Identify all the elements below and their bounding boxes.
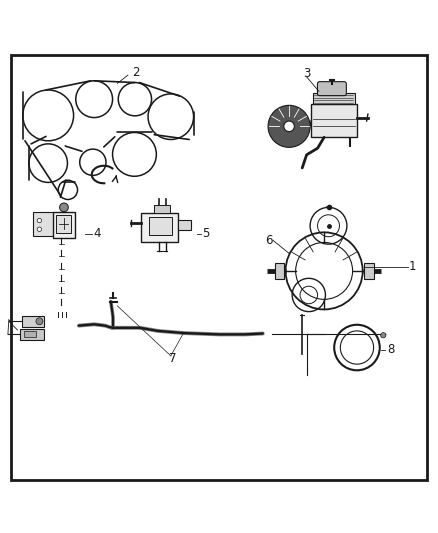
FancyBboxPatch shape bbox=[318, 82, 346, 96]
Text: 6: 6 bbox=[265, 233, 272, 247]
Bar bbox=[275, 263, 284, 279]
Bar bbox=[364, 263, 374, 279]
Bar bbox=[56, 215, 71, 233]
Circle shape bbox=[36, 318, 43, 325]
Circle shape bbox=[37, 219, 42, 223]
Bar bbox=[178, 220, 191, 230]
Bar bbox=[24, 332, 36, 337]
Bar bbox=[141, 213, 178, 241]
Bar bbox=[313, 93, 355, 104]
Bar bbox=[53, 212, 75, 238]
Circle shape bbox=[381, 333, 386, 338]
Bar bbox=[20, 329, 44, 340]
Bar bbox=[22, 316, 44, 327]
Bar bbox=[33, 212, 54, 236]
Bar bbox=[154, 205, 170, 213]
Circle shape bbox=[60, 203, 68, 212]
Text: 3: 3 bbox=[303, 67, 310, 80]
Circle shape bbox=[37, 227, 42, 231]
Circle shape bbox=[284, 121, 294, 132]
Circle shape bbox=[268, 106, 310, 147]
Text: 8: 8 bbox=[387, 343, 394, 356]
Text: 2: 2 bbox=[132, 66, 140, 79]
Text: 4: 4 bbox=[93, 227, 101, 240]
Text: 5: 5 bbox=[202, 227, 209, 240]
Text: 1: 1 bbox=[409, 260, 417, 273]
Bar bbox=[149, 217, 172, 235]
Bar bbox=[311, 104, 357, 138]
Text: 7: 7 bbox=[169, 352, 177, 365]
